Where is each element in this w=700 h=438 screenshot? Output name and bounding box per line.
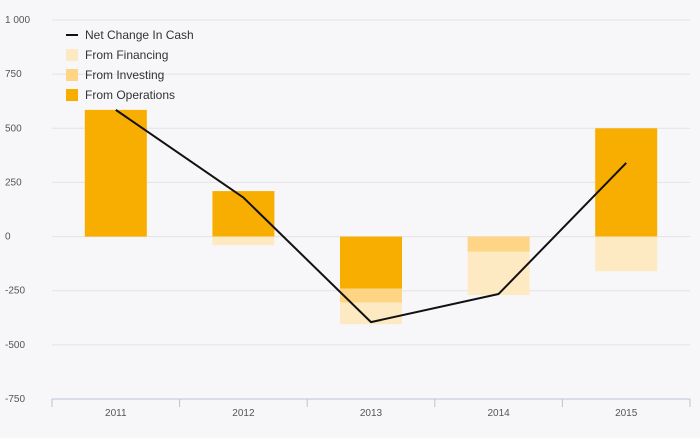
bar-from-financing — [212, 237, 274, 246]
y-tick-label: 500 — [5, 123, 22, 134]
x-tick-label: 2015 — [615, 408, 638, 419]
bar-from-operations — [85, 110, 147, 237]
bar-from-operations — [595, 128, 657, 236]
bar-from-financing — [468, 252, 530, 295]
y-tick-label: -250 — [5, 286, 25, 297]
y-tick-label: -750 — [5, 394, 25, 405]
x-tick-label: 2012 — [232, 408, 255, 419]
legend-label: From Operations — [85, 88, 175, 102]
bar-layer — [85, 110, 657, 324]
legend-label: Net Change In Cash — [85, 28, 194, 42]
y-tick-label: -500 — [5, 340, 25, 351]
legend: Net Change In Cash From Financing From Inv… — [66, 28, 194, 102]
legend-label: From Financing — [85, 48, 168, 62]
x-tick-label: 2013 — [360, 408, 383, 419]
y-tick-label: 250 — [5, 177, 22, 188]
y-tick-label: 1 000 — [5, 15, 30, 26]
legend-swatch — [66, 89, 78, 101]
bar-from-operations — [340, 237, 402, 289]
x-tick-label: 2014 — [487, 408, 510, 419]
bar-from-financing — [595, 237, 657, 272]
legend-swatch — [66, 69, 78, 81]
legend-swatch — [66, 49, 78, 61]
x-tick-label: 2011 — [105, 408, 127, 419]
y-tick-label: 0 — [5, 232, 11, 243]
legend-label: From Investing — [85, 68, 164, 82]
y-tick-label: 750 — [5, 69, 22, 80]
bar-from-investing — [468, 237, 530, 252]
